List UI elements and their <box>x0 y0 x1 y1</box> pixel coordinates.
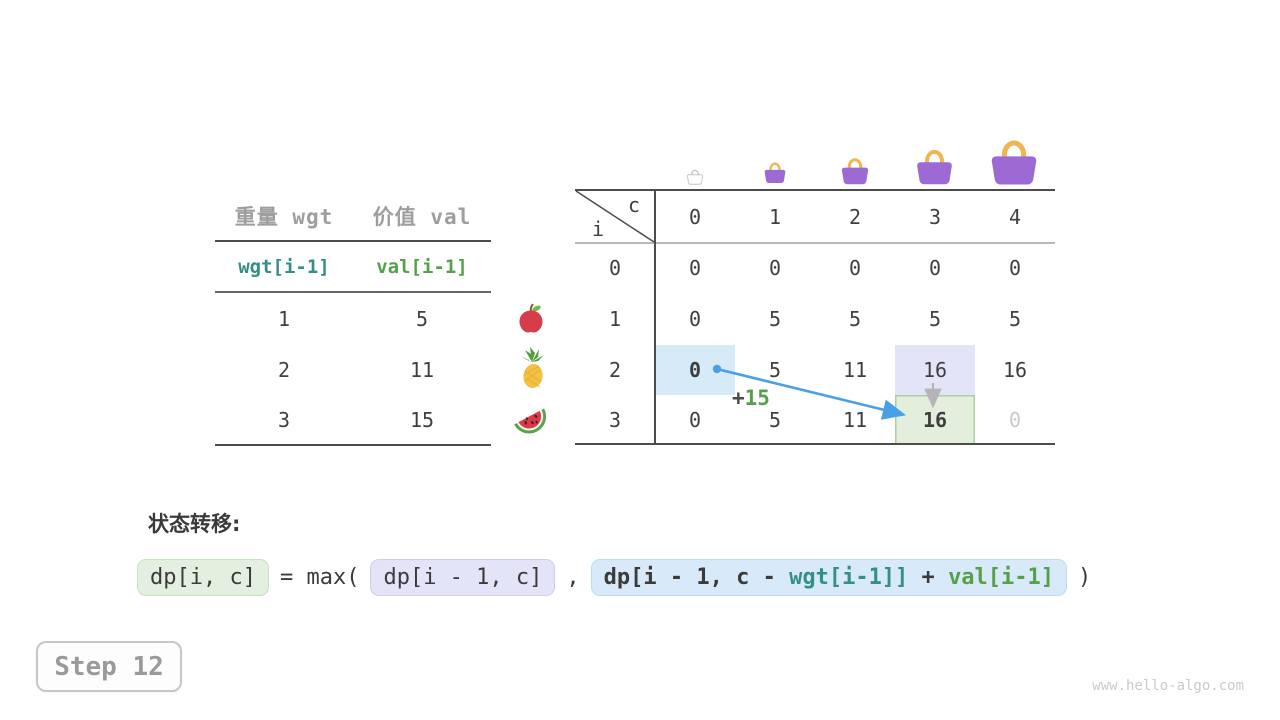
item-weight: 3 <box>277 407 291 432</box>
item-weight: 2 <box>277 358 291 382</box>
item-row-1: 1 5 <box>215 293 491 345</box>
item-value: 15 <box>409 407 435 432</box>
dp-cell-1-1: 5 <box>768 307 782 331</box>
bag-medium-icon <box>841 157 869 190</box>
dp-cell-2-3-compare: 16 <box>895 345 975 395</box>
plus-sign: + <box>732 386 745 410</box>
items-table-rule-top <box>215 240 491 242</box>
item-value: 11 <box>409 358 435 382</box>
formula-arg2-wgt: wgt[i-1]] <box>789 565 909 590</box>
dp-table: c i 0 1 2 3 4 0 0 0 0 0 0 1 0 5 5 5 5 2 … <box>575 190 1055 445</box>
value-gain-annotation: +15 <box>732 386 770 410</box>
formula-lhs: dp[i, c] <box>137 559 269 596</box>
step-badge: Step 12 <box>36 641 182 692</box>
bag-xlarge-icon <box>990 140 1038 190</box>
formula-arg1: dp[i - 1, c] <box>370 559 556 596</box>
dp-table-rule-header <box>575 242 1055 244</box>
item-row-2: 2 11 <box>215 345 491 395</box>
dp-col-header-1: 1 <box>768 204 782 229</box>
dp-cell-0-3: 0 <box>928 256 942 280</box>
dp-table-rule-vertical <box>654 189 656 445</box>
items-expr-wgt: wgt[i-1] <box>238 255 330 278</box>
formula-arg2: dp[i - 1, c - wgt[i-1]] + val[i-1] <box>590 559 1068 596</box>
dp-cell-0-0: 0 <box>688 256 702 280</box>
formula-arg2-plus: + <box>908 565 949 590</box>
dp-cell-1-2: 5 <box>848 307 862 331</box>
dp-col-header-2: 2 <box>848 204 862 229</box>
gain-value: 15 <box>744 386 770 410</box>
dp-cell-3-2: 11 <box>842 408 868 432</box>
item-value: 5 <box>415 307 429 331</box>
item-row-3: 3 15 <box>215 395 491 444</box>
dp-cell-1-3: 5 <box>928 307 942 331</box>
dp-row-header-1: 1 <box>608 307 622 331</box>
formula-arg2-prefix: dp[i - 1, c - <box>603 565 790 590</box>
bag-large-icon <box>916 149 953 190</box>
dp-col-header-3: 3 <box>928 204 942 229</box>
dp-table-rule-top <box>575 189 1055 191</box>
dp-cell-2-0-source: 0 <box>655 345 735 395</box>
items-table-rule-mid <box>215 291 491 293</box>
formula-close-paren: ) <box>1078 565 1092 590</box>
dp-cell-1-0: 0 <box>688 307 702 331</box>
dp-col-header-4: 4 <box>1008 204 1022 229</box>
items-table: 重量 wgt 价值 val wgt[i-1] val[i-1] 1 5 2 11… <box>215 193 491 446</box>
dp-cell-3-0: 0 <box>688 408 702 432</box>
dp-cell-0-1: 0 <box>768 256 782 280</box>
watermelon-icon <box>509 399 553 445</box>
formula-comma: , <box>566 565 580 590</box>
dp-cell-1-4: 5 <box>1008 307 1022 331</box>
dp-row-header-2: 2 <box>608 358 622 382</box>
dp-cell-0-2: 0 <box>848 256 862 280</box>
dp-cell-2-4: 16 <box>1002 358 1028 382</box>
dp-corner-cell: c i <box>575 190 655 243</box>
state-transition-formula: dp[i, c] = max( dp[i - 1, c] , dp[i - 1,… <box>137 559 1091 596</box>
dp-corner-diagonal <box>575 190 655 243</box>
apple-icon <box>515 302 547 338</box>
items-expr-val: val[i-1] <box>376 255 468 278</box>
formula-equals-max: = max( <box>279 565 360 590</box>
dp-corner-col-var: c <box>627 193 640 217</box>
dp-col-header-0: 0 <box>688 204 702 229</box>
dp-row-header-3: 3 <box>608 408 622 432</box>
dp-cell-0-4: 0 <box>1008 256 1022 280</box>
item-weight: 1 <box>277 307 291 331</box>
items-col-header-weight: 重量 wgt <box>234 205 334 229</box>
pineapple-icon <box>511 346 553 396</box>
dp-corner-row-var: i <box>592 217 605 241</box>
site-watermark: www.hello-algo.com <box>1092 678 1244 694</box>
dp-table-rule-bottom <box>575 443 1055 445</box>
dp-cell-2-2: 11 <box>842 358 868 382</box>
items-col-header-value: 价值 val <box>372 205 472 229</box>
bag-small-icon <box>764 161 786 189</box>
bag-empty-icon <box>687 168 703 190</box>
dp-cell-3-3-target: 16 <box>895 395 975 445</box>
dp-row-header-0: 0 <box>608 256 622 280</box>
state-transition-label: 状态转移: <box>148 512 241 536</box>
items-table-rule-bottom <box>215 444 491 446</box>
dp-cell-3-4: 0 <box>1008 408 1022 432</box>
formula-arg2-val: val[i-1] <box>948 565 1055 590</box>
